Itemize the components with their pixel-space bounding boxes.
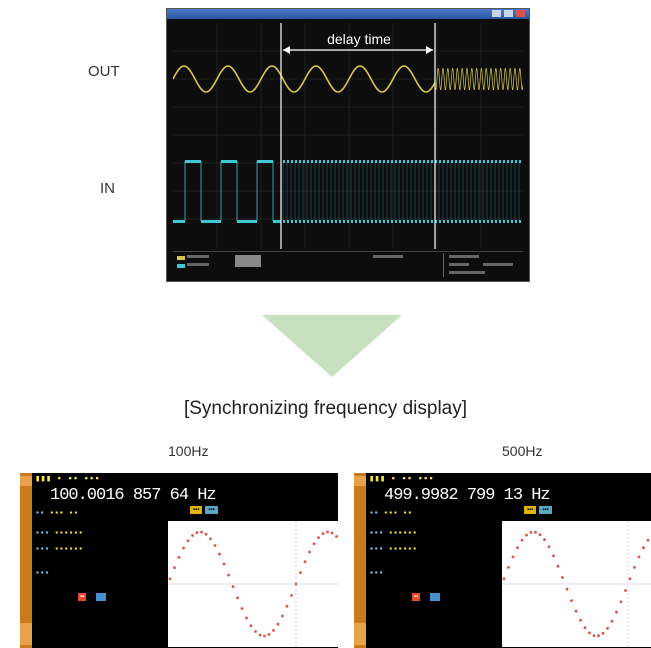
- out-signal-label: OUT: [88, 63, 120, 80]
- instrument-screen-500hz: ▮▮▮ ▪ ▪▪ ▪▪▪ 499.9982 799 13 Hz ▪▪ ▪▪▪ ▪…: [354, 473, 651, 648]
- scope-title-bar: [167, 9, 529, 19]
- status-header: ▮▮▮ ▪ ▪▪ ▪▪▪: [35, 474, 100, 484]
- mode-button[interactable]: [430, 593, 440, 601]
- delay-time-label: delay time: [327, 31, 391, 47]
- down-arrow-icon: [262, 315, 402, 377]
- waveform-tags: ▪▪▪ ▪▪▪: [524, 506, 552, 514]
- minimize-icon: [492, 10, 501, 17]
- sine-plot-100hz: [168, 521, 338, 647]
- setting-row: ▪▪▪ ▪▪▪▪▪▪: [35, 545, 84, 554]
- setting-row: ▪▪▪: [35, 569, 50, 578]
- side-softkey-bar: [354, 473, 366, 648]
- caption-100hz: 100Hz: [168, 443, 209, 459]
- frequency-readout: 499.9982 799 13 Hz: [384, 486, 551, 505]
- sine-plot-500hz: [502, 521, 651, 647]
- setting-row: ▪▪ ▪▪▪ ▪▪: [369, 509, 413, 518]
- close-icon: [516, 10, 525, 17]
- setting-row: ▪▪▪: [369, 569, 384, 578]
- maximize-icon: [504, 10, 513, 17]
- setting-row: ▪▪▪ ▪▪▪▪▪▪: [35, 529, 84, 538]
- in-signal-label: IN: [100, 180, 115, 197]
- setting-row: ▪▪ ▪▪▪ ▪▪: [35, 509, 79, 518]
- side-softkey-bar: [20, 473, 32, 648]
- setting-row: ▪▪▪ ▪▪▪▪▪▪: [369, 545, 418, 554]
- out-sine-waveform: [173, 65, 436, 93]
- setting-row: ▪▪▪ ▪▪▪▪▪▪: [369, 529, 418, 538]
- out-fast-waveform: [434, 67, 523, 91]
- oscilloscope-screenshot: [166, 8, 530, 282]
- in-pulse-waveform: [173, 160, 521, 223]
- waveform-tags: ▪▪▪ ▪▪▪: [190, 506, 218, 514]
- mode-button[interactable]: [96, 593, 106, 601]
- scope-waveform-area: [173, 23, 523, 249]
- mode-button[interactable]: ▪▪: [412, 593, 421, 601]
- frequency-readout: 100.0016 857 64 Hz: [50, 486, 217, 505]
- caption-500hz: 500Hz: [502, 443, 543, 459]
- section-heading: [Synchronizing frequency display]: [183, 398, 468, 419]
- status-header: ▮▮▮ ▪ ▪▪ ▪▪▪: [369, 474, 434, 484]
- scope-measurement-bar: [173, 251, 523, 278]
- instrument-screen-100hz: ▮▮▮ ▪ ▪▪ ▪▪▪ 100.0016 857 64 Hz ▪▪ ▪▪▪ ▪…: [20, 473, 338, 648]
- mode-button[interactable]: ▪▪: [78, 593, 87, 601]
